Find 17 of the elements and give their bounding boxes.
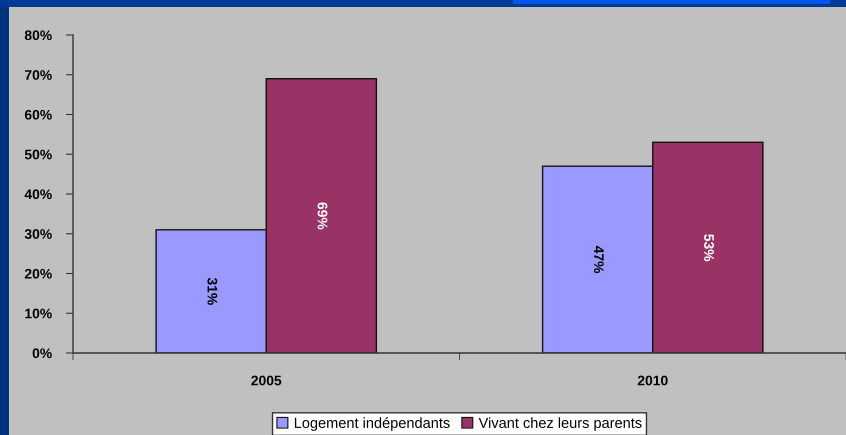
y-tick-label: 50% bbox=[24, 150, 52, 160]
legend-label: Logement indépendants bbox=[294, 417, 450, 431]
y-tick-label: 60% bbox=[24, 110, 52, 120]
y-tick-label: 20% bbox=[24, 268, 52, 279]
data-label: 53% bbox=[704, 234, 714, 262]
x-tick-label: 2005 bbox=[251, 376, 282, 386]
data-label: 47% bbox=[594, 246, 604, 274]
y-tick-label: 30% bbox=[24, 229, 52, 239]
y-tick-label: 70% bbox=[24, 70, 52, 80]
data-label: 31% bbox=[207, 278, 218, 305]
x-tick-label: 2010 bbox=[638, 376, 668, 386]
y-tick-label: 10% bbox=[25, 308, 52, 318]
y-tick-label: 80% bbox=[24, 30, 52, 40]
y-tick-label: 0% bbox=[32, 348, 52, 358]
data-label: 69% bbox=[318, 202, 328, 230]
y-tick-label: 40% bbox=[24, 189, 52, 200]
legend-label: Vivant chez leurs parents bbox=[478, 417, 642, 431]
